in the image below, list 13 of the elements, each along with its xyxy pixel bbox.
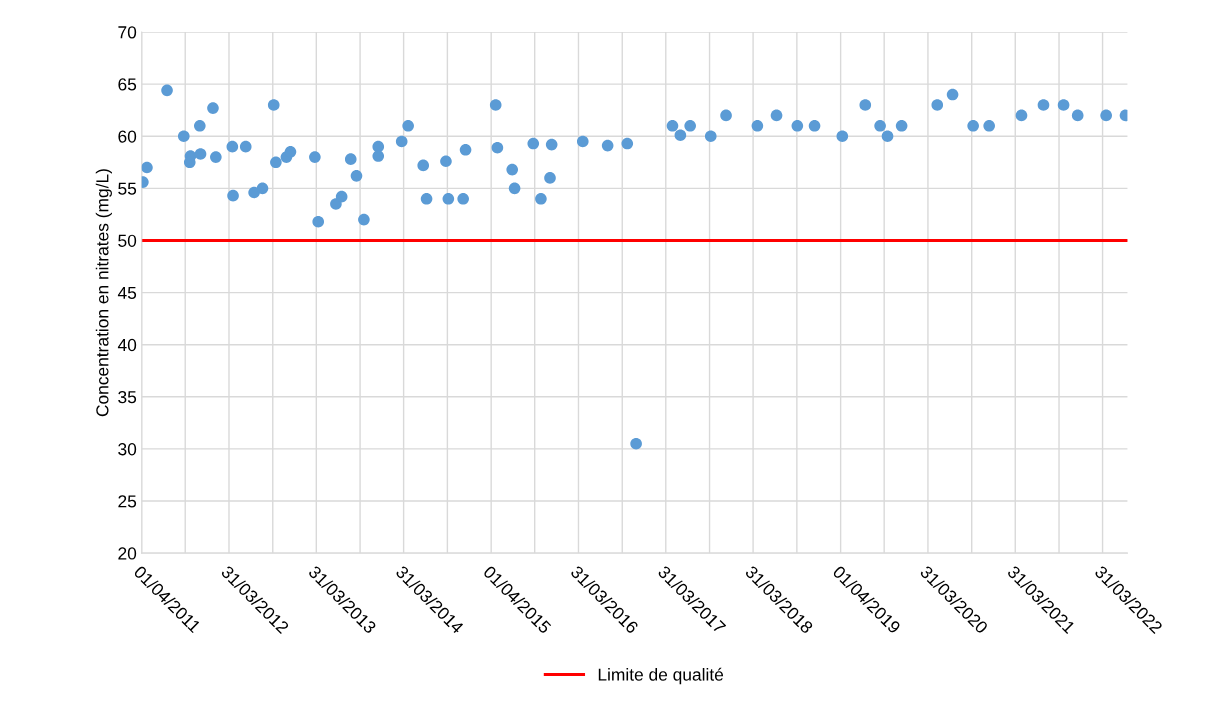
y-tick-label: 40: [117, 338, 137, 352]
y-axis-title: Concentration en nitrates (mg/L): [95, 169, 112, 417]
legend-label: Limite de qualité: [598, 667, 724, 685]
y-tick-label: 25: [118, 495, 137, 508]
y-tick-label: 45: [117, 286, 137, 300]
y-tick-label: 35: [118, 390, 137, 404]
y-tick-label: 60: [118, 130, 137, 143]
y-tick-label: 65: [118, 78, 137, 91]
y-tick-label: 20: [118, 547, 137, 560]
y-tick-label: 70: [118, 26, 137, 39]
y-tick-label: 50: [118, 234, 137, 247]
y-tick-label: 30: [118, 443, 137, 456]
y-tick-label: 55: [118, 182, 137, 195]
